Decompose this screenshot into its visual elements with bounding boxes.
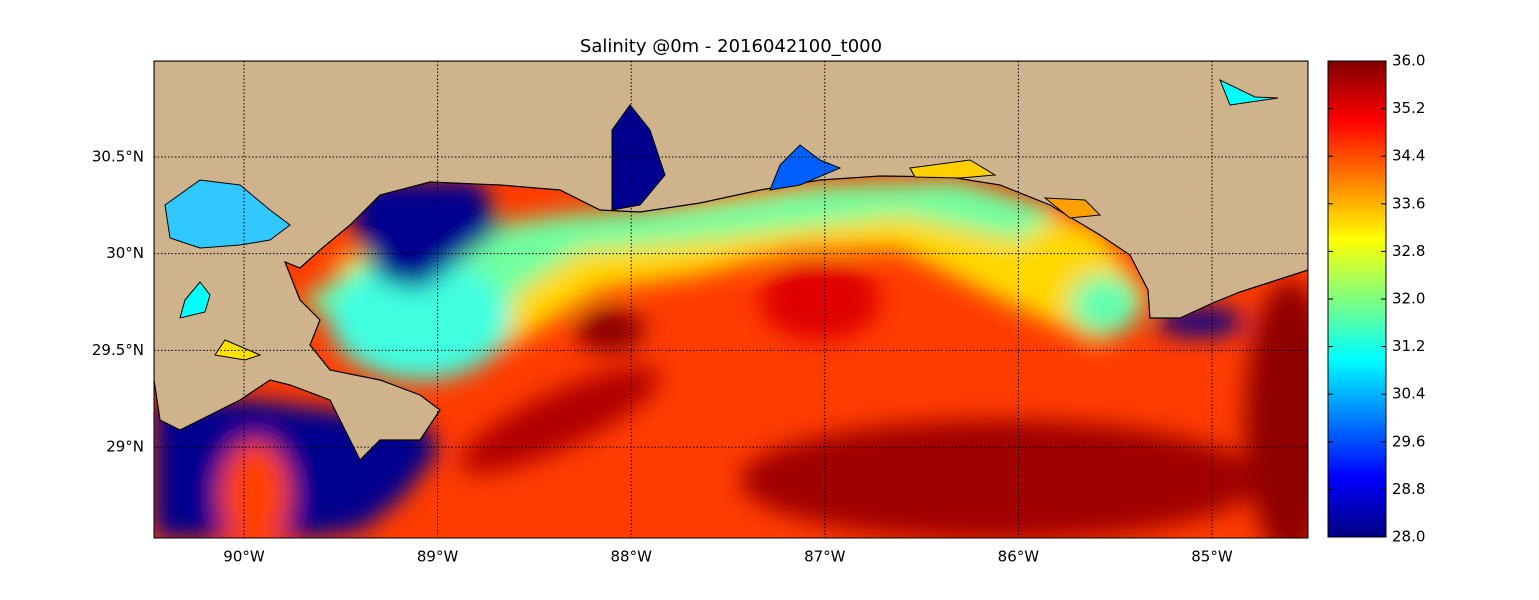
colorbar-tick-label: 28.8 <box>1392 480 1425 498</box>
colorbar-tick-label: 33.6 <box>1392 194 1425 212</box>
x-tick-label: 86°W <box>998 548 1040 566</box>
x-tick-label: 85°W <box>1191 548 1233 566</box>
y-tick-label: 30°N <box>106 244 144 262</box>
plot-frame <box>153 60 1309 539</box>
y-tick-label: 30.5°N <box>92 147 144 165</box>
x-tick-label: 89°W <box>417 548 459 566</box>
colorbar-tick-label: 32.0 <box>1392 290 1425 308</box>
colorbar-tick-label: 35.2 <box>1392 99 1425 117</box>
colorbar-tick-label: 36.0 <box>1392 52 1425 70</box>
colorbar-tick-label: 30.4 <box>1392 385 1425 403</box>
colorbar-tick-label: 28.0 <box>1392 528 1425 546</box>
colorbar <box>1327 60 1387 538</box>
y-tick-label: 29°N <box>106 438 144 456</box>
map-title: Salinity @0m - 2016042100_t000 <box>580 36 882 57</box>
x-tick-label: 90°W <box>223 548 265 566</box>
colorbar-tick-label: 29.6 <box>1392 432 1425 450</box>
colorbar-tick-label: 34.4 <box>1392 147 1425 165</box>
graticule <box>154 61 1308 538</box>
x-tick-label: 88°W <box>610 548 652 566</box>
salinity-field <box>154 61 1308 538</box>
y-tick-label: 29.5°N <box>92 341 144 359</box>
colorbar-tick-label: 31.2 <box>1392 337 1425 355</box>
x-tick-label: 87°W <box>804 548 846 566</box>
colorbar-tick-label: 32.8 <box>1392 242 1425 260</box>
